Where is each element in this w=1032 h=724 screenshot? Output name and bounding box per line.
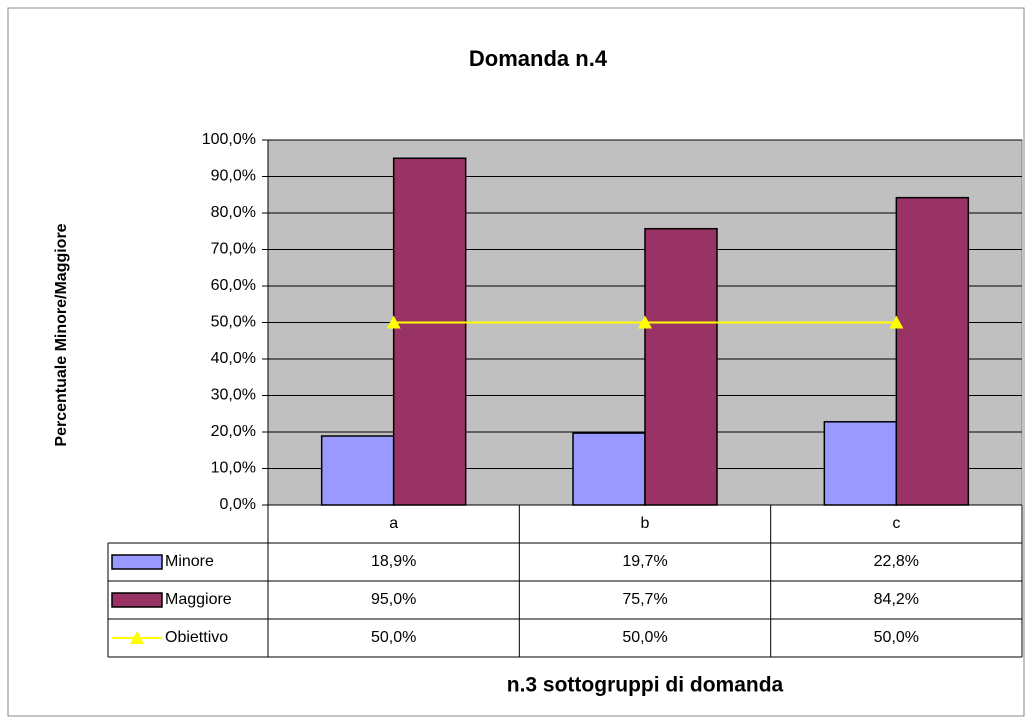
bar (320, 435, 395, 506)
legend-label: Maggiore (165, 591, 232, 608)
y-tick-label: 50,0% (211, 314, 256, 331)
x-tick-label: c (892, 515, 900, 532)
bar (823, 421, 898, 506)
table-value: 18,9% (371, 553, 416, 570)
y-tick-label: 100,0% (202, 131, 256, 148)
bar (644, 227, 718, 506)
table-value: 75,7% (622, 591, 667, 608)
table-value: 95,0% (371, 591, 416, 608)
table-value: 50,0% (622, 629, 667, 646)
bar (572, 432, 646, 506)
y-tick-label: 60,0% (211, 277, 256, 294)
legend-marker (130, 631, 144, 644)
x-axis-title: n.3 sottogruppi di domanda (507, 674, 784, 697)
line-marker (386, 315, 401, 329)
table-value: 19,7% (622, 553, 667, 570)
y-tick-label: 70,0% (211, 241, 256, 258)
line-marker (638, 315, 652, 329)
table-value: 50,0% (371, 629, 416, 646)
legend-label: Obiettivo (165, 629, 228, 646)
x-tick-label: b (641, 515, 650, 532)
line-marker (889, 315, 904, 329)
table-value: 50,0% (874, 629, 919, 646)
y-tick-label: 10,0% (211, 460, 256, 477)
chart-title: Domanda n.4 (469, 46, 608, 71)
table-value: 22,8% (874, 553, 919, 570)
y-tick-label: 80,0% (211, 204, 256, 221)
legend-swatch (111, 592, 163, 608)
legend-swatch (111, 554, 163, 570)
x-tick-label: a (389, 515, 398, 532)
legend-label: Minore (165, 553, 214, 570)
table-value: 84,2% (874, 591, 919, 608)
y-tick-label: 90,0% (211, 168, 256, 185)
y-tick-label: 30,0% (211, 387, 256, 404)
bar (392, 157, 467, 506)
bar (895, 196, 970, 506)
y-tick-label: 0,0% (220, 496, 256, 513)
y-axis-title: Percentuale Minore/Maggiore (53, 223, 70, 446)
y-tick-label: 40,0% (211, 350, 256, 367)
y-tick-label: 20,0% (211, 423, 256, 440)
